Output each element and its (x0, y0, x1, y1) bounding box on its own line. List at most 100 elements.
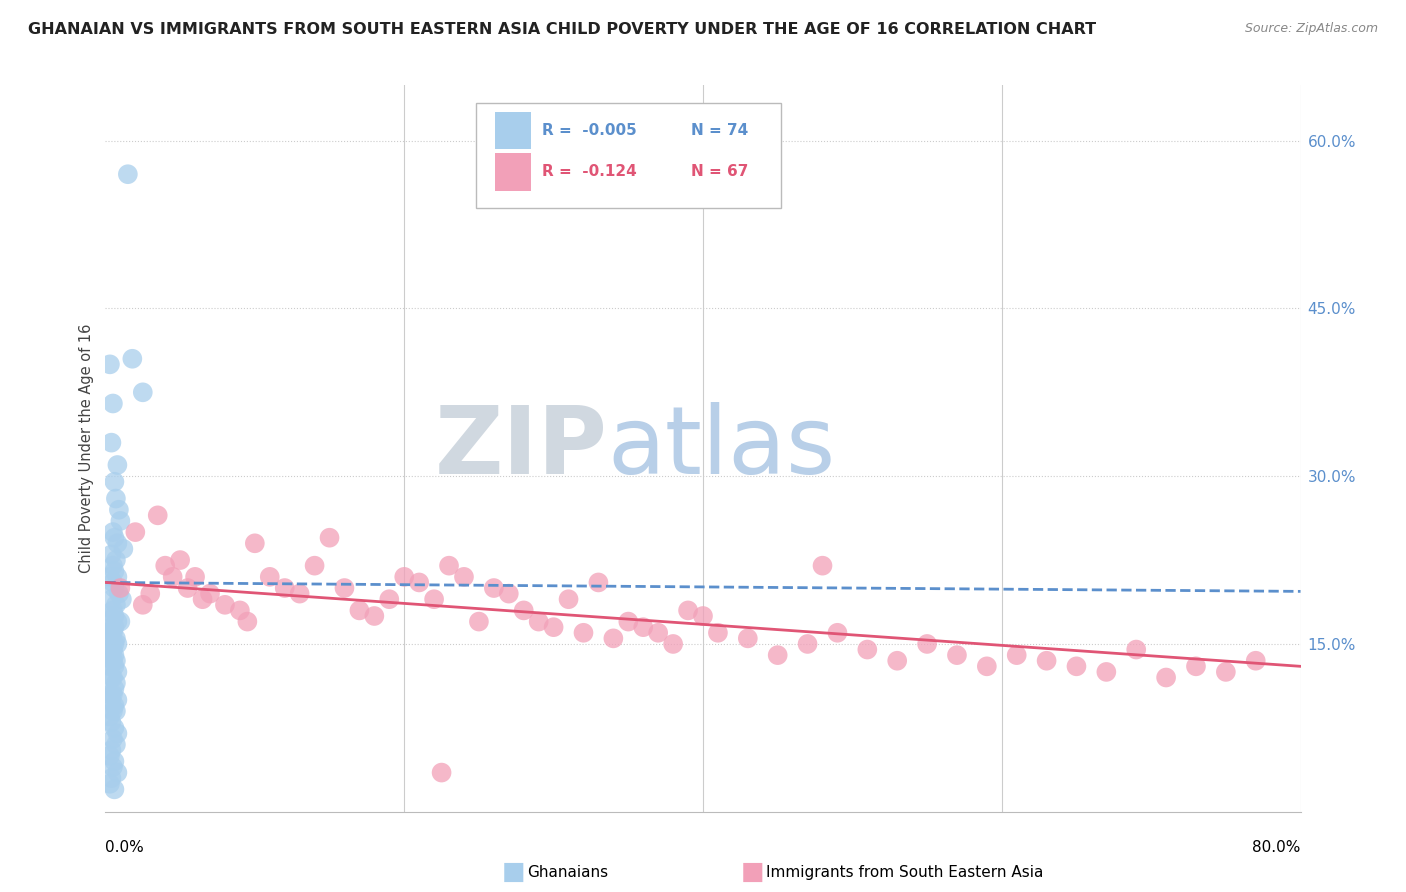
Point (98, 357, 121, 371)
Point (110, 514, 132, 528)
Point (104, 676, 127, 690)
Point (104, 704, 127, 718)
Point (103, 755, 125, 769)
Point (176, 581, 198, 595)
Point (100, 435, 122, 450)
Point (101, 575, 124, 590)
Point (98, 625, 121, 640)
Point (103, 609, 125, 624)
Point (101, 642, 124, 657)
Point (184, 570, 207, 584)
Point (101, 671, 124, 685)
Point (162, 570, 184, 584)
Point (98, 687, 121, 701)
Point (617, 615, 640, 629)
Text: R =  -0.124: R = -0.124 (541, 164, 637, 179)
Point (107, 615, 129, 629)
Point (107, 693, 129, 707)
Point (100, 592, 122, 607)
Point (349, 603, 371, 617)
Text: N = 67: N = 67 (692, 164, 748, 179)
Point (139, 587, 162, 601)
Point (132, 385, 155, 400)
Point (288, 587, 311, 601)
Point (1066, 659, 1088, 673)
Point (259, 570, 281, 584)
Text: ZIP: ZIP (434, 402, 607, 494)
Point (104, 738, 127, 752)
Point (101, 525, 124, 540)
Point (103, 648, 125, 662)
Point (107, 570, 129, 584)
Point (453, 570, 475, 584)
Point (101, 760, 124, 774)
Point (513, 603, 536, 617)
Point (273, 581, 295, 595)
Point (107, 536, 129, 550)
Point (827, 625, 849, 640)
Point (976, 659, 998, 673)
Point (98, 609, 121, 624)
Point (468, 615, 491, 629)
Point (108, 502, 131, 516)
FancyBboxPatch shape (495, 153, 531, 191)
Point (737, 632, 759, 646)
Point (707, 625, 730, 640)
Point (100, 743, 122, 757)
Point (98, 659, 121, 673)
Point (107, 458, 129, 472)
Point (100, 715, 122, 730)
Point (392, 570, 416, 584)
Point (103, 531, 125, 545)
Point (103, 721, 125, 735)
Point (107, 637, 129, 651)
Text: Ghanaians: Ghanaians (527, 865, 609, 880)
Point (1244, 654, 1267, 668)
Y-axis label: Child Poverty Under the Age of 16: Child Poverty Under the Age of 16 (79, 324, 94, 573)
Point (104, 598, 127, 612)
Point (408, 575, 430, 590)
Point (103, 620, 125, 634)
Point (103, 681, 125, 696)
Point (104, 654, 127, 668)
Point (796, 637, 818, 651)
Point (856, 642, 879, 657)
Point (498, 587, 520, 601)
Point (229, 603, 252, 617)
Point (101, 625, 124, 640)
Point (692, 609, 714, 624)
Point (543, 620, 565, 634)
FancyBboxPatch shape (475, 103, 780, 209)
Point (1215, 665, 1237, 679)
Point (1005, 648, 1028, 662)
Text: 0.0%: 0.0% (105, 839, 145, 855)
Point (527, 615, 550, 629)
Text: ■: ■ (741, 861, 763, 884)
Point (378, 592, 401, 607)
Point (214, 598, 236, 612)
Point (647, 625, 669, 640)
Point (304, 558, 326, 573)
Point (191, 592, 214, 607)
FancyBboxPatch shape (495, 112, 531, 150)
Point (104, 491, 127, 506)
Text: ■: ■ (502, 861, 524, 884)
Point (662, 637, 685, 651)
Point (107, 726, 129, 740)
Point (766, 648, 789, 662)
Point (111, 592, 134, 607)
Point (100, 771, 122, 785)
Point (101, 704, 124, 718)
Point (363, 609, 385, 624)
Point (100, 648, 122, 662)
Point (423, 592, 446, 607)
Point (100, 548, 122, 562)
Point (112, 541, 135, 556)
Point (98, 748, 121, 763)
Point (886, 654, 908, 668)
Point (1154, 671, 1177, 685)
Point (98, 570, 121, 584)
Point (103, 782, 125, 797)
Point (557, 592, 579, 607)
Point (482, 581, 505, 595)
